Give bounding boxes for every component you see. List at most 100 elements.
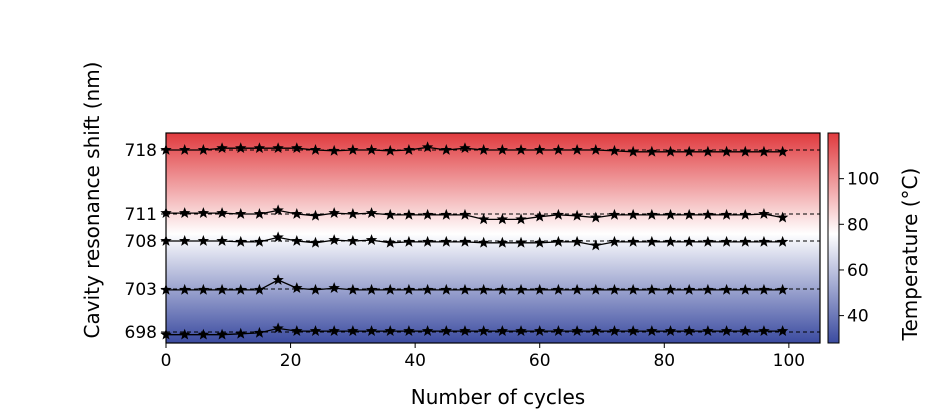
data-point [403, 283, 415, 295]
data-point [608, 283, 621, 295]
data-point [235, 327, 247, 339]
data-point [253, 208, 266, 219]
data-point [235, 208, 247, 219]
data-point [571, 144, 583, 155]
data-point [739, 145, 751, 157]
data-point [664, 283, 677, 295]
series-group [160, 141, 789, 340]
data-point [421, 283, 434, 295]
data-point [253, 235, 266, 247]
data-point [739, 283, 751, 295]
data-point [347, 283, 359, 295]
series-line-708 [166, 236, 783, 247]
data-point [590, 211, 602, 223]
data-point [608, 208, 621, 220]
data-point [253, 283, 266, 295]
colorbar [827, 132, 840, 344]
colorbar-label: Temperature (°C) [898, 168, 922, 342]
data-point [720, 208, 733, 220]
y-tick-label: 703 [125, 280, 157, 300]
data-point [627, 235, 639, 247]
data-point [552, 144, 565, 155]
x-tick-label: 60 [529, 351, 551, 371]
data-point [664, 235, 677, 247]
data-point [197, 235, 210, 246]
x-tick-label: 20 [280, 351, 302, 371]
data-point [459, 325, 471, 336]
data-point [272, 204, 284, 216]
plot-frame [165, 132, 821, 344]
data-point [515, 325, 527, 336]
data-point [646, 325, 658, 336]
colorbar-tick-label: 40 [847, 307, 869, 327]
data-point [664, 145, 677, 157]
data-point [403, 325, 415, 336]
data-point [608, 235, 621, 247]
data-point [178, 235, 191, 246]
data-point [683, 325, 695, 336]
data-point [776, 211, 789, 223]
x-tick-label: 100 [773, 351, 805, 371]
data-point [627, 325, 639, 336]
data-point [627, 145, 639, 157]
data-point [197, 207, 210, 218]
data-point [664, 325, 677, 336]
data-point [216, 235, 228, 246]
data-point [496, 325, 509, 336]
data-point [328, 282, 340, 293]
data-point [646, 208, 658, 220]
data-point [571, 235, 583, 247]
colorbar-tick-label: 60 [847, 261, 869, 281]
data-point [627, 208, 639, 220]
data-point [328, 325, 340, 336]
data-point [683, 235, 695, 247]
data-point [197, 328, 210, 340]
data-point [421, 325, 434, 336]
data-point [328, 234, 340, 245]
data-point [515, 283, 527, 295]
data-point [384, 144, 396, 156]
y-tick-label: 698 [125, 323, 157, 343]
x-tick-label: 0 [161, 351, 172, 371]
colorbar-tick-label: 100 [847, 170, 879, 190]
data-point [477, 236, 490, 248]
data-point [365, 144, 378, 155]
data-point [384, 236, 396, 248]
data-point [776, 283, 789, 295]
data-point [309, 209, 322, 221]
x-axis-label: Number of cycles [411, 385, 585, 409]
data-point [216, 207, 228, 218]
data-point [683, 145, 695, 157]
data-point [683, 208, 695, 220]
data-point [702, 145, 714, 157]
data-point [552, 235, 565, 247]
data-point [253, 326, 266, 338]
data-point [720, 283, 733, 295]
data-point [590, 283, 602, 295]
data-point [534, 144, 546, 155]
data-point [758, 235, 770, 247]
data-point [440, 235, 452, 247]
data-point [608, 325, 621, 336]
data-point [291, 235, 303, 246]
y-tick-label: 708 [125, 232, 157, 252]
x-tick-label: 40 [404, 351, 426, 371]
data-point [477, 325, 490, 336]
data-point [627, 283, 639, 295]
data-point [515, 213, 527, 225]
y-axis: 718 711 708 703 698 [125, 141, 166, 343]
x-tick-label: 80 [653, 351, 675, 371]
data-point [291, 325, 303, 336]
data-point [571, 325, 583, 336]
data-point [552, 283, 565, 295]
data-point [216, 283, 228, 295]
data-point [459, 235, 471, 247]
data-point [197, 283, 210, 295]
data-point [440, 144, 452, 155]
y-tick-label: 711 [125, 205, 157, 225]
data-point [477, 144, 490, 155]
colorbar-axis: 40 60 80 100 [839, 170, 879, 327]
data-point [291, 208, 303, 219]
data-point [384, 325, 396, 336]
